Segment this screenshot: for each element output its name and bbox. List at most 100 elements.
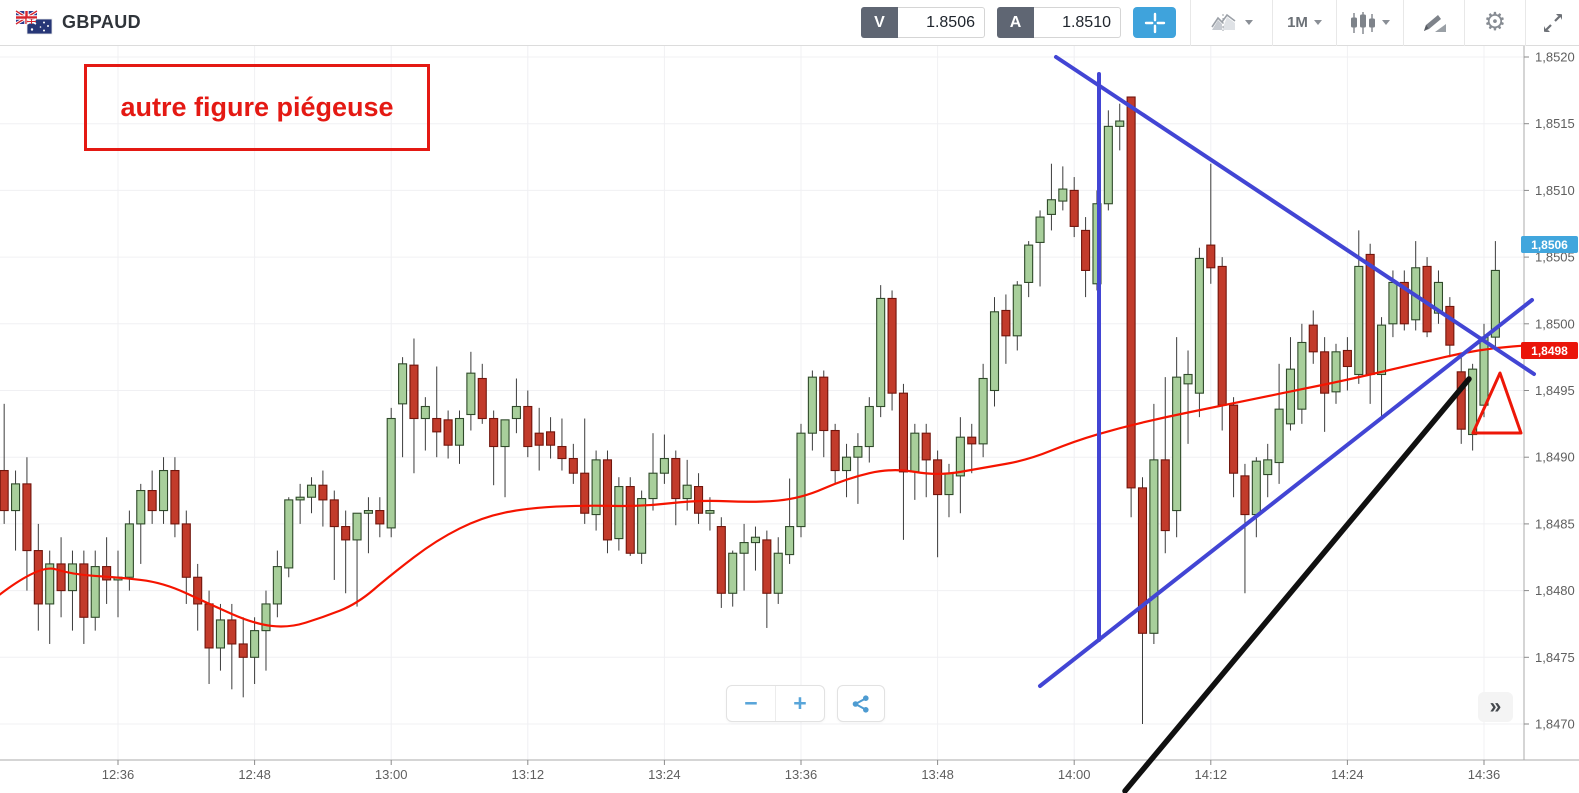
- candle: [1001, 294, 1011, 364]
- candle: [978, 363, 988, 458]
- candle: [648, 433, 658, 511]
- candle: [363, 497, 373, 554]
- candle: [170, 457, 180, 538]
- collapse-panel-button[interactable]: »: [1478, 692, 1513, 722]
- candle: [136, 483, 146, 564]
- candle: [1126, 96, 1136, 518]
- candle: [181, 510, 191, 604]
- price-axis-label: 1,8490: [1535, 450, 1575, 465]
- price-axis-label: 1,8500: [1535, 316, 1575, 331]
- candle: [637, 490, 647, 564]
- candle: [113, 550, 123, 618]
- black-trendline[interactable]: [1122, 376, 1472, 793]
- descending-trendline[interactable]: [1054, 55, 1536, 376]
- candle: [1183, 350, 1193, 444]
- price-axis-label: 1,8495: [1535, 383, 1575, 398]
- settings-button[interactable]: ⚙: [1464, 0, 1525, 46]
- candle: [1137, 477, 1148, 724]
- candlesticks-icon: [1351, 11, 1375, 34]
- annotation-box[interactable]: autre figure piégeuse: [84, 64, 430, 151]
- candle: [785, 478, 795, 564]
- candle: [716, 517, 726, 608]
- time-axis-label: 13:12: [512, 767, 545, 782]
- candle: [158, 457, 169, 524]
- candle: [1194, 247, 1204, 418]
- time-axis-label: 13:00: [375, 767, 408, 782]
- candle: [1399, 270, 1409, 331]
- area-chart-icon: [1210, 13, 1235, 31]
- candle: [1149, 403, 1159, 644]
- draw-tools-button[interactable]: [1403, 0, 1464, 46]
- series-style-dropdown[interactable]: [1336, 0, 1403, 46]
- candle: [1411, 241, 1421, 331]
- candle: [933, 450, 943, 558]
- candle: [193, 563, 203, 631]
- candle: [375, 497, 385, 538]
- fullscreen-button[interactable]: [1525, 0, 1579, 46]
- candle: [420, 397, 430, 451]
- buy-label[interactable]: A: [997, 7, 1034, 38]
- candle: [1069, 177, 1079, 238]
- candle: [56, 537, 66, 618]
- candle: [568, 443, 578, 484]
- buy-price: 1.8510: [1034, 7, 1121, 38]
- drawings: [1038, 55, 1536, 793]
- crosshair-button[interactable]: [1133, 7, 1176, 38]
- time-axis-label: 13:24: [648, 767, 681, 782]
- timeframe-dropdown[interactable]: 1M: [1272, 0, 1336, 46]
- red-triangle-arrow[interactable]: [1471, 371, 1523, 435]
- candle: [1160, 377, 1170, 554]
- chart-type-dropdown[interactable]: [1190, 0, 1272, 46]
- candle: [318, 470, 328, 527]
- grid: [0, 46, 1524, 760]
- candle: [432, 366, 442, 458]
- buy-button[interactable]: A 1.8510: [997, 7, 1121, 38]
- candle: [1433, 270, 1444, 324]
- candle: [1274, 363, 1284, 484]
- candle: [1331, 343, 1341, 404]
- candle: [921, 423, 931, 498]
- candle: [147, 470, 157, 524]
- candle: [409, 338, 419, 474]
- candle: [819, 370, 829, 458]
- price-axis-label: 1,8515: [1535, 116, 1575, 131]
- ascending-trendline[interactable]: [1038, 298, 1534, 688]
- share-button[interactable]: [837, 685, 885, 722]
- price-axis-label: 1,8510: [1535, 183, 1575, 198]
- candle: [523, 390, 533, 458]
- sell-label[interactable]: V: [861, 7, 898, 38]
- candle: [500, 419, 510, 498]
- candle: [33, 523, 43, 631]
- candle: [1251, 457, 1261, 538]
- candle: [79, 550, 89, 644]
- candle: [1024, 241, 1034, 298]
- pencil-icon: [1424, 14, 1446, 32]
- candle: [1285, 337, 1296, 431]
- timeframe-label: 1M: [1287, 14, 1308, 31]
- candle: [1422, 257, 1432, 338]
- candle: [830, 423, 840, 484]
- candle: [329, 490, 339, 580]
- annotation-text: autre figure piégeuse: [120, 92, 394, 122]
- sell-button[interactable]: V 1.8506: [861, 7, 985, 38]
- candle: [67, 550, 78, 631]
- candle: [1229, 397, 1239, 498]
- candle: [1490, 241, 1500, 351]
- candle: [1468, 363, 1478, 451]
- chevron-down-icon: [1244, 20, 1253, 25]
- moving-average-line: [0, 344, 1524, 628]
- zoom-out-button[interactable]: −: [727, 686, 776, 721]
- time-axis-label: 13:36: [785, 767, 818, 782]
- candle: [864, 397, 874, 463]
- zoom-in-button[interactable]: +: [793, 690, 807, 716]
- toolbar: GBPAUD V 1.8506 A 1.8510 1M: [0, 0, 1579, 46]
- time-axis-label: 14:24: [1331, 767, 1364, 782]
- candle: [762, 530, 772, 628]
- last-price-badge: 1,8506: [1521, 236, 1578, 253]
- candle: [102, 537, 112, 604]
- candle: [1046, 163, 1056, 231]
- candle: [238, 617, 248, 698]
- candle: [739, 523, 749, 591]
- candle: [1354, 230, 1364, 384]
